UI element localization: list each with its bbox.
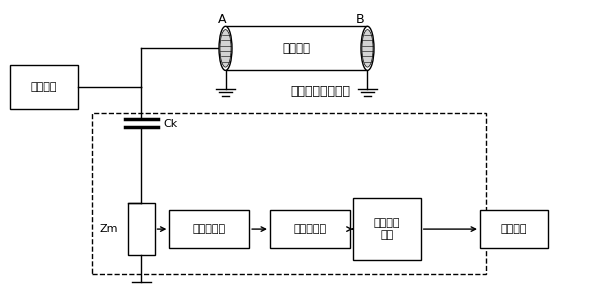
Bar [93, 113, 486, 274]
Text: A: A [218, 13, 227, 26]
Ellipse shape [362, 30, 373, 67]
Ellipse shape [219, 26, 232, 70]
Text: 局部放电检测装置: 局部放电检测装置 [290, 85, 350, 98]
Bar [9, 65, 78, 109]
Text: Zm: Zm [100, 224, 118, 234]
Text: 测试电缆: 测试电缆 [282, 42, 311, 55]
Text: 信号滤波器: 信号滤波器 [193, 224, 226, 234]
Ellipse shape [361, 26, 374, 70]
Text: 控制主机: 控制主机 [500, 224, 527, 234]
Text: 信号放大器: 信号放大器 [294, 224, 326, 234]
Bar [353, 198, 421, 260]
Bar [480, 210, 548, 248]
Text: 数据采集
装置: 数据采集 装置 [374, 218, 400, 240]
Bar [225, 26, 368, 70]
Bar [128, 203, 155, 255]
Text: Ck: Ck [164, 119, 178, 129]
Text: 高压电源: 高压电源 [30, 82, 57, 92]
Bar [270, 210, 350, 248]
Text: B: B [356, 13, 365, 26]
Ellipse shape [220, 30, 231, 67]
Bar [170, 210, 249, 248]
